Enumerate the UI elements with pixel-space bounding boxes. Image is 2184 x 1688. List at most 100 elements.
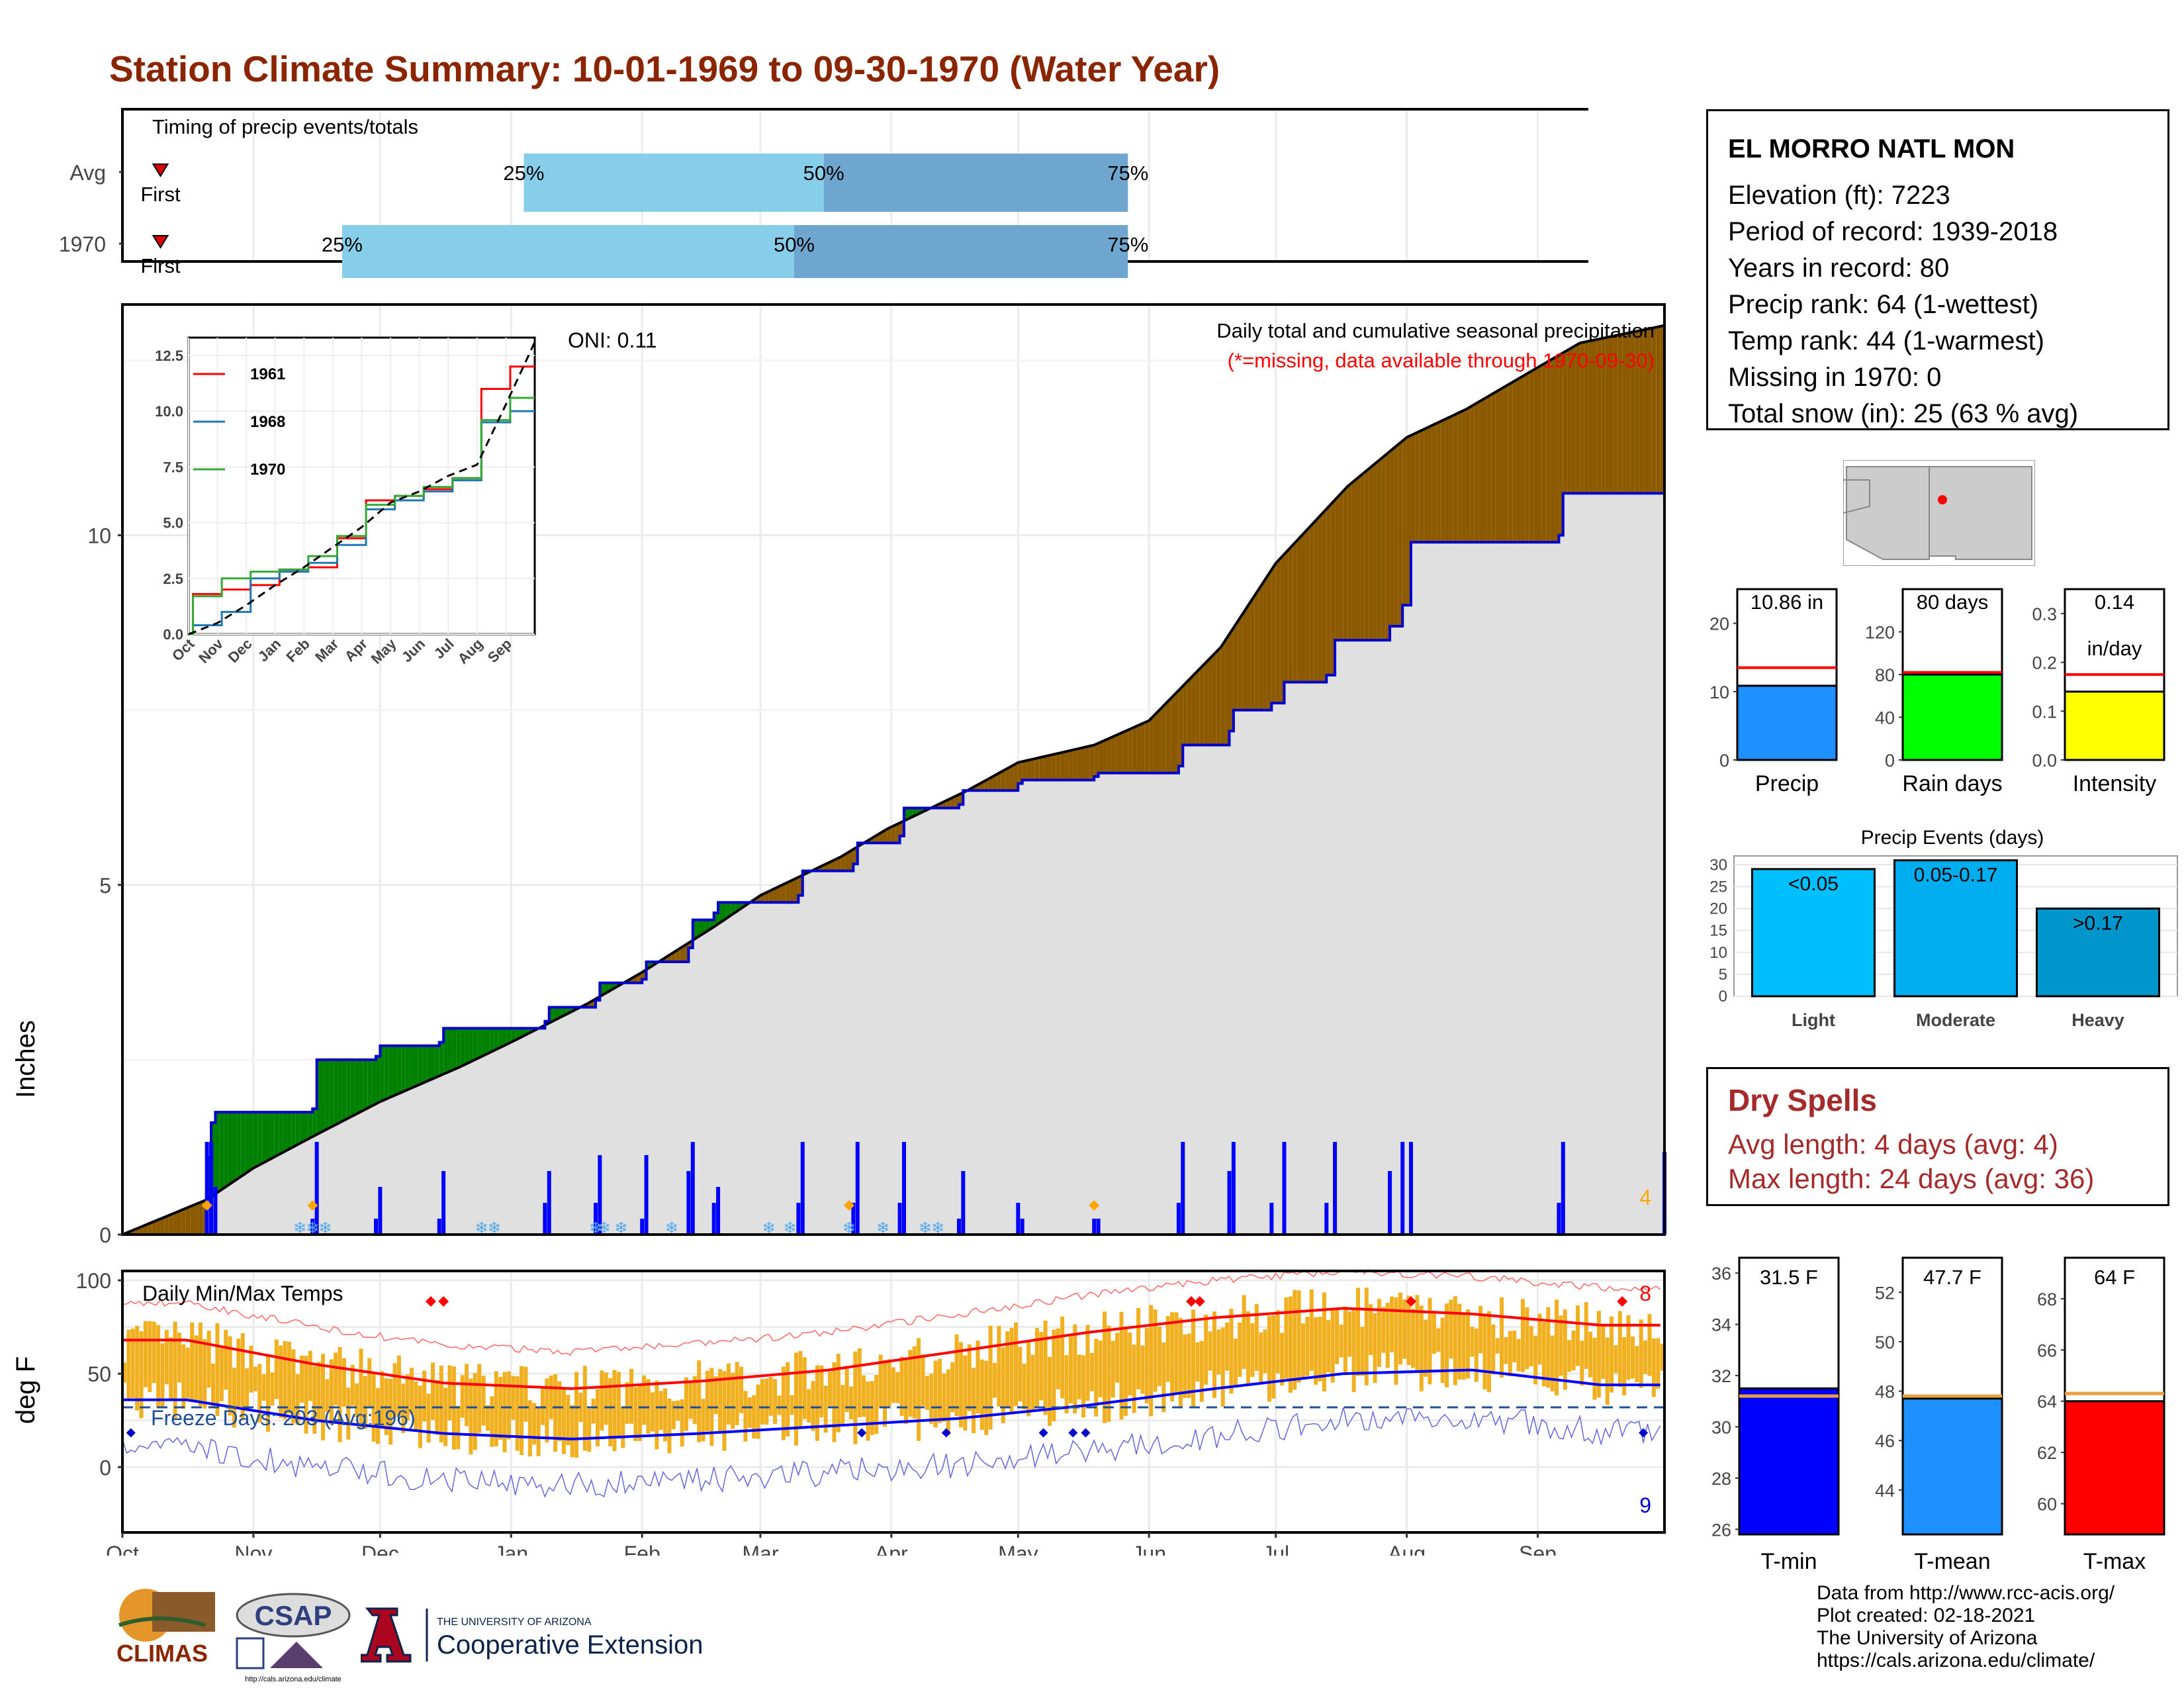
daily-temp-range-bar bbox=[1605, 1337, 1610, 1405]
summary-ytick-label: 0.0 bbox=[2032, 751, 2057, 771]
daily-temp-range-bar bbox=[515, 1376, 520, 1451]
inset-ytick-label: 5.0 bbox=[163, 515, 183, 532]
surplus-band bbox=[367, 1059, 372, 1109]
daily-temp-range-bar bbox=[1128, 1332, 1132, 1396]
daily-temp-range-bar bbox=[908, 1350, 913, 1417]
deficit-band bbox=[148, 1222, 152, 1235]
deficit-band bbox=[1605, 336, 1610, 494]
temp-summary-value-bar bbox=[2064, 1400, 2165, 1536]
p25-label: 25% bbox=[503, 162, 544, 185]
ua-a-icon bbox=[361, 1607, 412, 1663]
daily-temp-range-bar bbox=[604, 1372, 608, 1425]
daily-temp-range-bar bbox=[219, 1348, 224, 1401]
daily-temp-range-bar bbox=[938, 1358, 942, 1423]
daily-temp-range-bar bbox=[933, 1360, 938, 1428]
deficit-band bbox=[190, 1205, 195, 1235]
daily-temp-range-bar bbox=[1347, 1311, 1352, 1357]
deficit-band bbox=[832, 859, 837, 871]
daily-temp-range-bar bbox=[1651, 1338, 1656, 1397]
daily-temp-range-bar bbox=[1592, 1337, 1597, 1400]
daily-temp-range-bar bbox=[376, 1387, 381, 1444]
daily-precip-bar bbox=[209, 1142, 214, 1235]
surplus-band bbox=[722, 902, 727, 921]
freeze-days: Freeze Days: 203 (Avg:196) bbox=[151, 1406, 416, 1430]
snow-icon: ❄ bbox=[318, 1219, 332, 1237]
deficit-band bbox=[1170, 694, 1175, 773]
events-bar-label: >0.17 bbox=[2073, 913, 2123, 935]
daily-precip-bar bbox=[1231, 1142, 1236, 1235]
deficit-band bbox=[152, 1220, 157, 1235]
inset-series-line bbox=[189, 410, 535, 635]
precip-ytick-label: 0 bbox=[99, 1223, 111, 1247]
dry-spells-avg: Avg length: 4 days (avg: 4) bbox=[1728, 1129, 2058, 1160]
daily-temp-range-bar bbox=[1056, 1328, 1060, 1389]
deficit-band bbox=[1364, 469, 1369, 641]
daily-temp-range-bar bbox=[122, 1362, 126, 1383]
station-line: Temp rank: 44 (1-warmest) bbox=[1728, 326, 2044, 355]
daily-temp-range-bar bbox=[642, 1375, 647, 1425]
deficit-band bbox=[1445, 417, 1449, 543]
precip-ytick-label: 5 bbox=[99, 874, 111, 898]
deficit-band bbox=[164, 1215, 169, 1235]
daily-temp-range-bar bbox=[1580, 1340, 1584, 1386]
daily-temp-range-bar bbox=[1132, 1344, 1136, 1413]
precip-ytick-label: 10 bbox=[87, 524, 111, 548]
daily-temp-range-bar bbox=[625, 1382, 629, 1425]
deficit-band bbox=[1225, 634, 1230, 745]
record-high-icon bbox=[1194, 1295, 1205, 1307]
daily-temp-range-bar bbox=[1242, 1295, 1246, 1369]
daily-temp-range-bar bbox=[1461, 1313, 1466, 1380]
deficit-band bbox=[1419, 429, 1424, 543]
daily-temp-range-bar bbox=[173, 1321, 177, 1419]
surplus-band bbox=[439, 1042, 444, 1076]
daily-temp-range-bar bbox=[963, 1355, 968, 1430]
daily-temp-range-bar bbox=[726, 1363, 731, 1425]
average-cumulative-line bbox=[122, 324, 1665, 1236]
daily-temp-range-bar bbox=[874, 1374, 879, 1434]
daily-temp-range-bar bbox=[1529, 1326, 1533, 1367]
snow-icon: ❄ bbox=[876, 1219, 889, 1237]
daily-temp-range-bar bbox=[1288, 1296, 1293, 1393]
daily-temp-range-bar bbox=[887, 1359, 891, 1407]
daily-temp-range-bar bbox=[811, 1381, 815, 1431]
daily-temp-range-bar bbox=[388, 1379, 393, 1445]
deficit-band bbox=[1267, 569, 1272, 710]
surplus-band bbox=[253, 1112, 258, 1168]
deficit-band bbox=[1626, 332, 1631, 494]
daily-precip-bar bbox=[796, 1203, 801, 1235]
temp-summary-ytick-label: 60 bbox=[2037, 1495, 2057, 1515]
footer-line: The University of Arizona bbox=[1817, 1627, 2038, 1649]
deficit-band bbox=[1617, 334, 1623, 494]
summary-ytick-label: 80 bbox=[1875, 665, 1895, 685]
inset-average-line bbox=[188, 342, 536, 635]
daily-temp-range-bar bbox=[490, 1396, 494, 1447]
deficit-band bbox=[177, 1210, 182, 1235]
daily-temp-range-bar bbox=[637, 1383, 642, 1441]
daily-temp-range-bar bbox=[1339, 1324, 1343, 1358]
daily-temp-range-bar bbox=[392, 1363, 397, 1418]
timing-panel: Timing of precip events/totals Avg 25% 50%… bbox=[59, 108, 1588, 278]
surplus-band bbox=[451, 1028, 457, 1071]
deficit-band bbox=[1610, 336, 1614, 494]
precip-count: 4 bbox=[1639, 1186, 1651, 1209]
daily-temp-range-bar bbox=[1402, 1299, 1407, 1359]
surplus-band bbox=[219, 1112, 224, 1192]
surplus-band bbox=[553, 1007, 558, 1021]
daily-temp-range-bar bbox=[536, 1407, 541, 1456]
daily-temp-range-bar bbox=[1596, 1311, 1601, 1398]
daily-temp-range-bar bbox=[1119, 1311, 1124, 1420]
daily-temp-range-bar bbox=[410, 1368, 414, 1415]
csap-text: CSAP bbox=[255, 1600, 332, 1631]
daily-temp-range-bar bbox=[1419, 1305, 1424, 1391]
deficit-band bbox=[1449, 415, 1453, 543]
surplus-band bbox=[341, 1059, 347, 1121]
deficit-band bbox=[1322, 508, 1327, 682]
deficit-band bbox=[1280, 554, 1285, 704]
daily-precip-bar bbox=[711, 1203, 716, 1235]
daily-temp-range-bar bbox=[329, 1359, 334, 1425]
snow-icon: ❄ bbox=[614, 1219, 627, 1237]
daily-temp-range-bar bbox=[895, 1372, 900, 1403]
daily-temp-range-bar bbox=[1191, 1309, 1196, 1409]
deficit-band bbox=[181, 1208, 186, 1235]
daily-temp-range-bar bbox=[718, 1369, 723, 1432]
